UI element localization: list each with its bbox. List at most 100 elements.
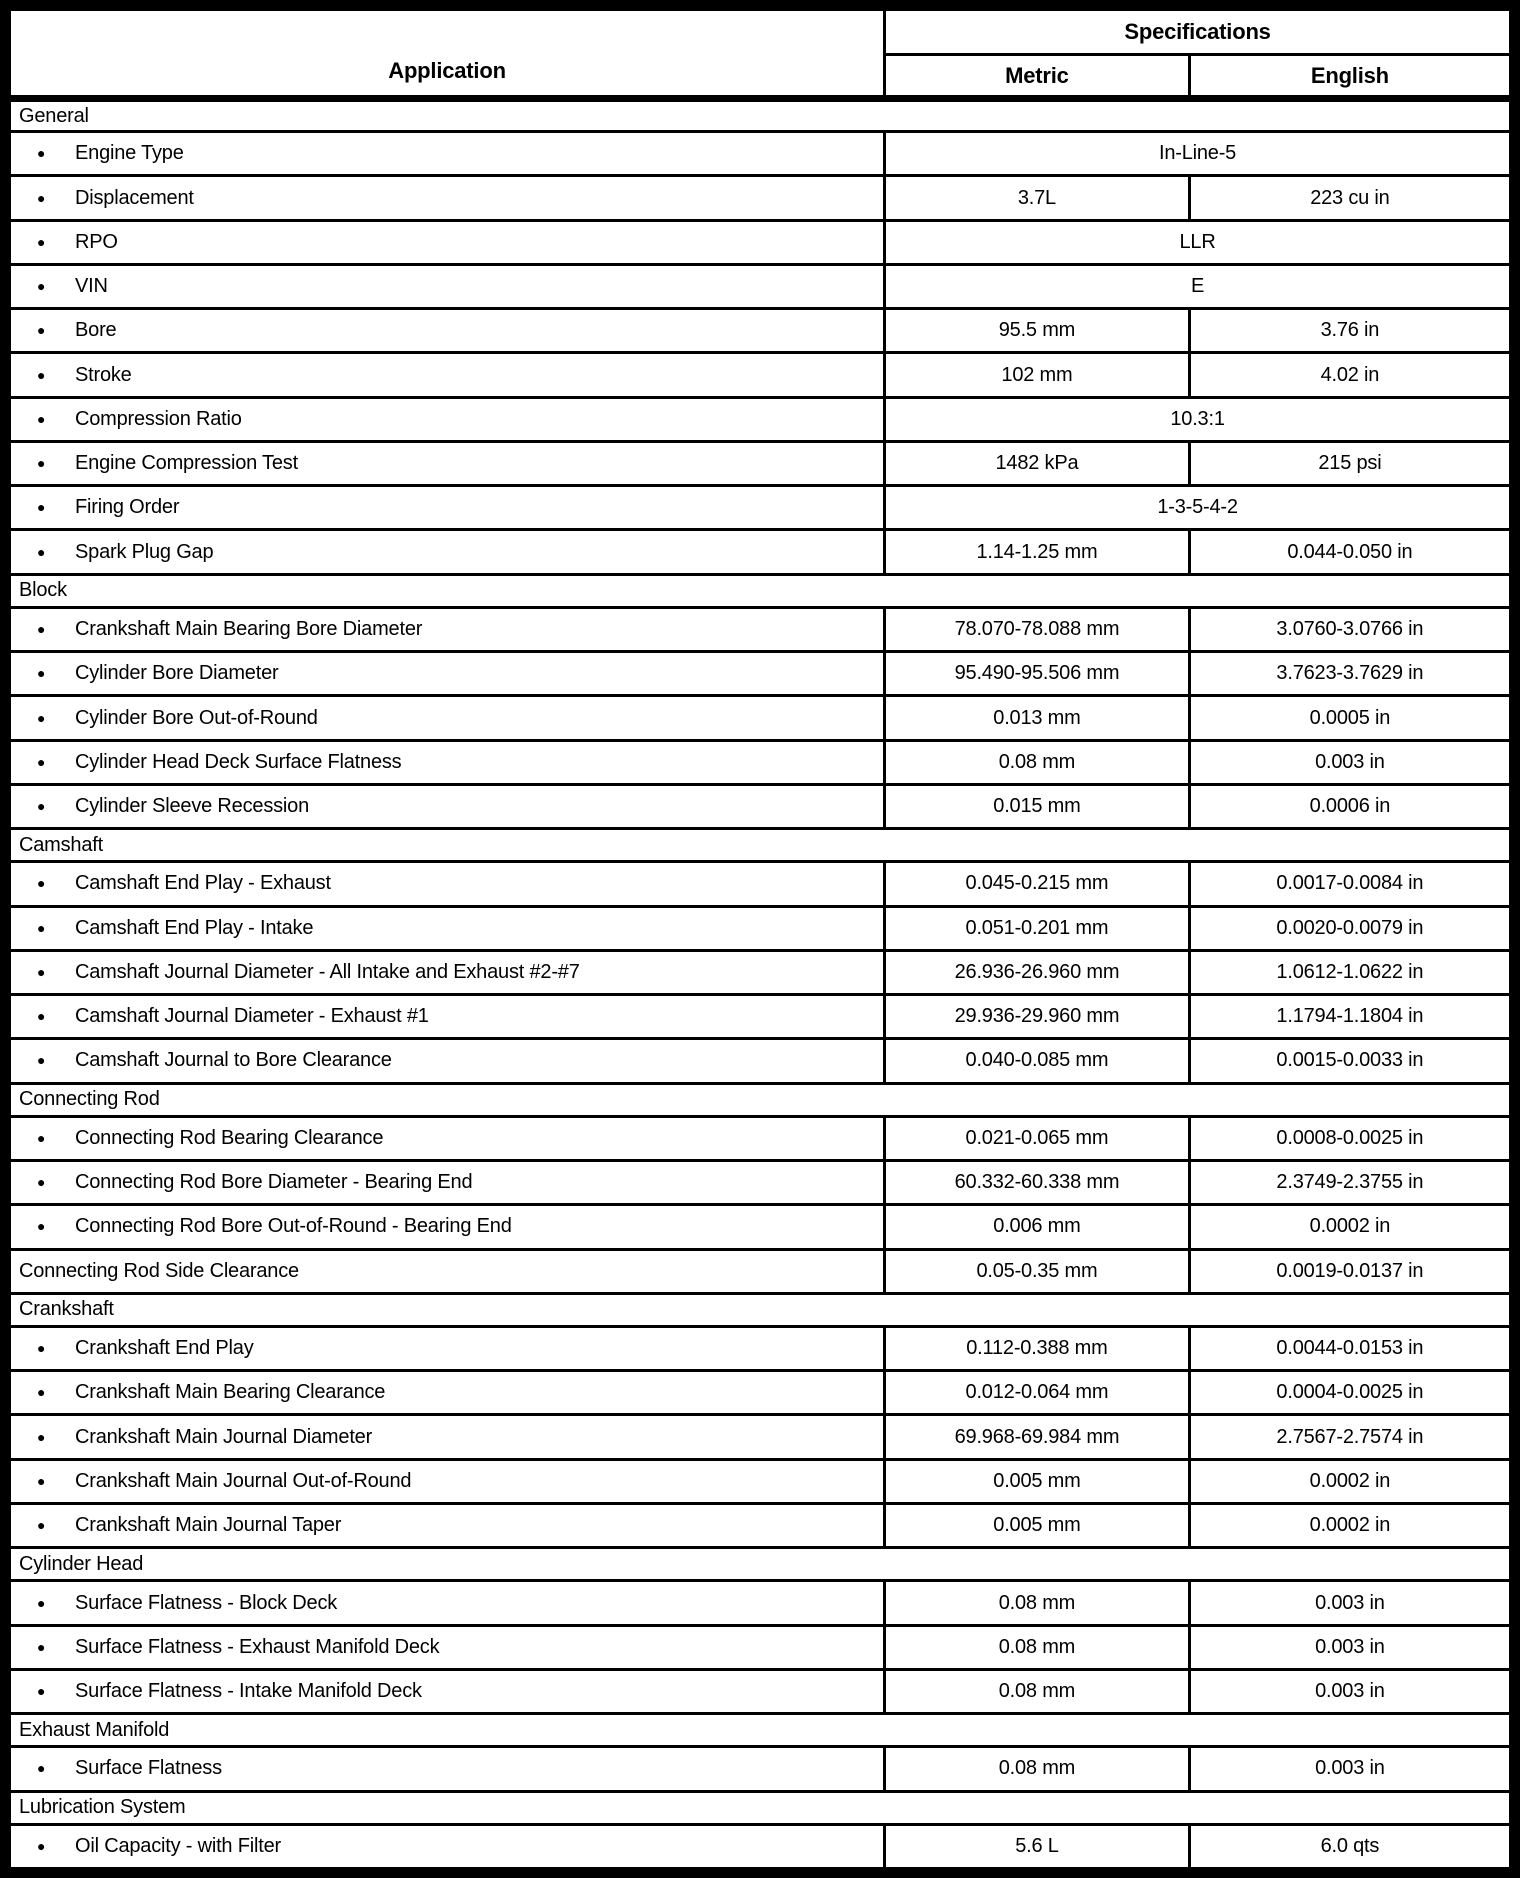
spec-row: Connecting Rod Side Clearance 0.05-0.35 m… bbox=[7, 1247, 1513, 1295]
row-label: Firing Order bbox=[75, 496, 180, 519]
row-label-cell: ● Surface Flatness - Exhaust Manifold Dec… bbox=[7, 1623, 887, 1671]
spec-row: ● Crankshaft Main Journal Diameter 69.968-… bbox=[7, 1413, 1513, 1461]
row-label-cell: ● Cylinder Head Deck Surface Flatness bbox=[7, 738, 887, 786]
section-row: Connecting Rod bbox=[8, 1081, 1512, 1118]
row-label: Surface Flatness - Exhaust Manifold Deck bbox=[75, 1635, 440, 1658]
bullet-icon: ● bbox=[37, 366, 46, 383]
english-value: 0.044-0.050 in bbox=[1187, 528, 1513, 576]
bullet-icon: ● bbox=[37, 1472, 46, 1489]
metric-value: 5.6 L bbox=[883, 1822, 1191, 1871]
row-label-cell: ● Engine Compression Test bbox=[7, 439, 887, 488]
row-label: Oil Capacity - with Filter bbox=[75, 1834, 281, 1857]
bullet-icon: ● bbox=[37, 455, 46, 472]
row-label: Camshaft End Play - Exhaust bbox=[75, 872, 331, 895]
bullet-icon: ● bbox=[37, 1129, 46, 1146]
spec-row: ● Surface Flatness - Exhaust Manifold Dec… bbox=[7, 1623, 1513, 1671]
spec-row: ● Cylinder Bore Out-of-Round 0.013 mm 0.000… bbox=[7, 694, 1513, 742]
bullet-icon: ● bbox=[37, 543, 46, 560]
bullet-icon: ● bbox=[37, 665, 46, 682]
row-label-cell: ● Cylinder Bore Diameter bbox=[7, 650, 887, 698]
bullet-icon: ● bbox=[37, 410, 46, 427]
row-label: Crankshaft Main Journal Taper bbox=[75, 1514, 342, 1537]
row-label-cell: ● Surface Flatness bbox=[7, 1745, 887, 1793]
metric-value: 0.112-0.388 mm bbox=[883, 1324, 1191, 1373]
metric-value: 0.005 mm bbox=[883, 1501, 1191, 1550]
row-label-cell: ● Compression Ratio bbox=[7, 395, 887, 443]
section-title: Connecting Rod bbox=[8, 1081, 1512, 1118]
metric-value: 0.08 mm bbox=[883, 1745, 1191, 1793]
metric-value: 0.08 mm bbox=[883, 1667, 1191, 1716]
row-label: Engine Compression Test bbox=[75, 452, 298, 475]
metric-value: 78.070-78.088 mm bbox=[883, 605, 1191, 654]
row-label: RPO bbox=[75, 230, 118, 253]
spec-row: ● Crankshaft Main Bearing Bore Diameter 78… bbox=[7, 605, 1513, 654]
combined-value: E bbox=[883, 262, 1512, 311]
row-label: VIN bbox=[75, 275, 108, 298]
english-value: 0.003 in bbox=[1187, 1579, 1513, 1627]
spec-row: ● Stroke 102 mm 4.02 in bbox=[7, 351, 1513, 399]
metric-value: 0.006 mm bbox=[883, 1203, 1191, 1251]
bullet-icon: ● bbox=[37, 322, 46, 339]
row-label: Surface Flatness bbox=[75, 1757, 222, 1780]
spec-row: ● Displacement 3.7L 223 cu in bbox=[7, 174, 1513, 222]
row-label-cell: ● Camshaft End Play - Intake bbox=[7, 904, 887, 952]
bullet-icon: ● bbox=[37, 1428, 46, 1445]
row-label: Crankshaft Main Bearing Clearance bbox=[75, 1381, 386, 1404]
row-label: Cylinder Sleeve Recession bbox=[75, 795, 310, 817]
section-row: Crankshaft bbox=[8, 1291, 1512, 1328]
combined-value: 10.3:1 bbox=[883, 395, 1512, 443]
row-label-cell: ● Crankshaft End Play bbox=[7, 1324, 887, 1373]
bullet-icon: ● bbox=[37, 1340, 46, 1357]
row-label: Bore bbox=[75, 319, 117, 342]
spec-row: ● Oil Capacity - with Filter 5.6 L 6.0 qts bbox=[7, 1822, 1513, 1871]
metric-value: 0.013 mm bbox=[883, 694, 1191, 742]
english-value: 0.0002 in bbox=[1187, 1457, 1513, 1505]
bullet-icon: ● bbox=[37, 189, 46, 206]
metric-value: 26.936-26.960 mm bbox=[883, 948, 1191, 997]
section-title: Exhaust Manifold bbox=[8, 1712, 1512, 1749]
bullet-icon: ● bbox=[37, 1218, 46, 1235]
spec-row: ● Firing Order 1-3-5-4-2 bbox=[7, 484, 1512, 532]
row-label-cell: ● Surface Flatness - Intake Manifold Deck bbox=[7, 1667, 887, 1716]
table-header-row-2: Metric English bbox=[10, 53, 1513, 102]
section-title: Crankshaft bbox=[8, 1291, 1512, 1328]
english-value: 0.0002 in bbox=[1187, 1501, 1513, 1550]
combined-value: In-Line-5 bbox=[883, 130, 1512, 178]
row-label: Engine Type bbox=[75, 142, 184, 165]
section-title: Cylinder Head bbox=[8, 1546, 1512, 1583]
row-label-cell: ● Connecting Rod Bearing Clearance bbox=[7, 1114, 887, 1163]
combined-value: 1-3-5-4-2 bbox=[883, 484, 1512, 532]
metric-value: 0.08 mm bbox=[883, 738, 1191, 786]
spec-row: ● Camshaft Journal to Bore Clearance 0.040… bbox=[7, 1037, 1513, 1085]
bullet-icon: ● bbox=[37, 1760, 46, 1777]
english-value: 0.0020-0.0079 in bbox=[1187, 904, 1513, 952]
row-label: Camshaft Journal Diameter - All Intake a… bbox=[75, 960, 580, 983]
english-value: 6.0 qts bbox=[1187, 1822, 1513, 1871]
combined-value: LLR bbox=[883, 218, 1512, 266]
english-value: 0.003 in bbox=[1187, 1623, 1513, 1671]
row-label: Crankshaft Main Bearing Bore Diameter bbox=[75, 618, 423, 640]
metric-value: 0.012-0.064 mm bbox=[883, 1369, 1191, 1417]
row-label-cell: ● Crankshaft Main Bearing Bore Diameter bbox=[7, 605, 887, 654]
english-value: 0.003 in bbox=[1187, 1667, 1513, 1716]
english-value: 0.0006 in bbox=[1187, 782, 1513, 831]
metric-value: 102 mm bbox=[883, 351, 1191, 399]
row-label: Crankshaft Main Journal Out-of-Round bbox=[75, 1469, 412, 1492]
bullet-icon: ● bbox=[37, 145, 46, 162]
row-label-cell: ● Oil Capacity - with Filter bbox=[7, 1822, 887, 1871]
metric-value: 0.015 mm bbox=[883, 782, 1191, 831]
row-label: Surface Flatness - Block Deck bbox=[75, 1591, 338, 1614]
english-value: 0.0019-0.0137 in bbox=[1187, 1247, 1513, 1295]
row-label: Compression Ratio bbox=[75, 407, 242, 430]
section-title: Camshaft bbox=[8, 827, 1512, 864]
row-label: Crankshaft Main Journal Diameter bbox=[75, 1425, 373, 1448]
section-row: Lubrication System bbox=[8, 1789, 1512, 1826]
bullet-icon: ● bbox=[37, 499, 46, 516]
row-label: Connecting Rod Bearing Clearance bbox=[75, 1126, 384, 1149]
spec-row: ● Camshaft End Play - Intake 0.051-0.201 m… bbox=[7, 904, 1513, 952]
table-header-row-1: Application Specifications bbox=[7, 8, 1512, 102]
english-value: 0.0015-0.0033 in bbox=[1187, 1037, 1513, 1085]
metric-value: 3.7L bbox=[883, 174, 1191, 222]
row-label: Connecting Rod Bore Out-of-Round - Beari… bbox=[75, 1215, 512, 1238]
row-label-cell: ● Cylinder Sleeve Recession bbox=[7, 782, 887, 831]
